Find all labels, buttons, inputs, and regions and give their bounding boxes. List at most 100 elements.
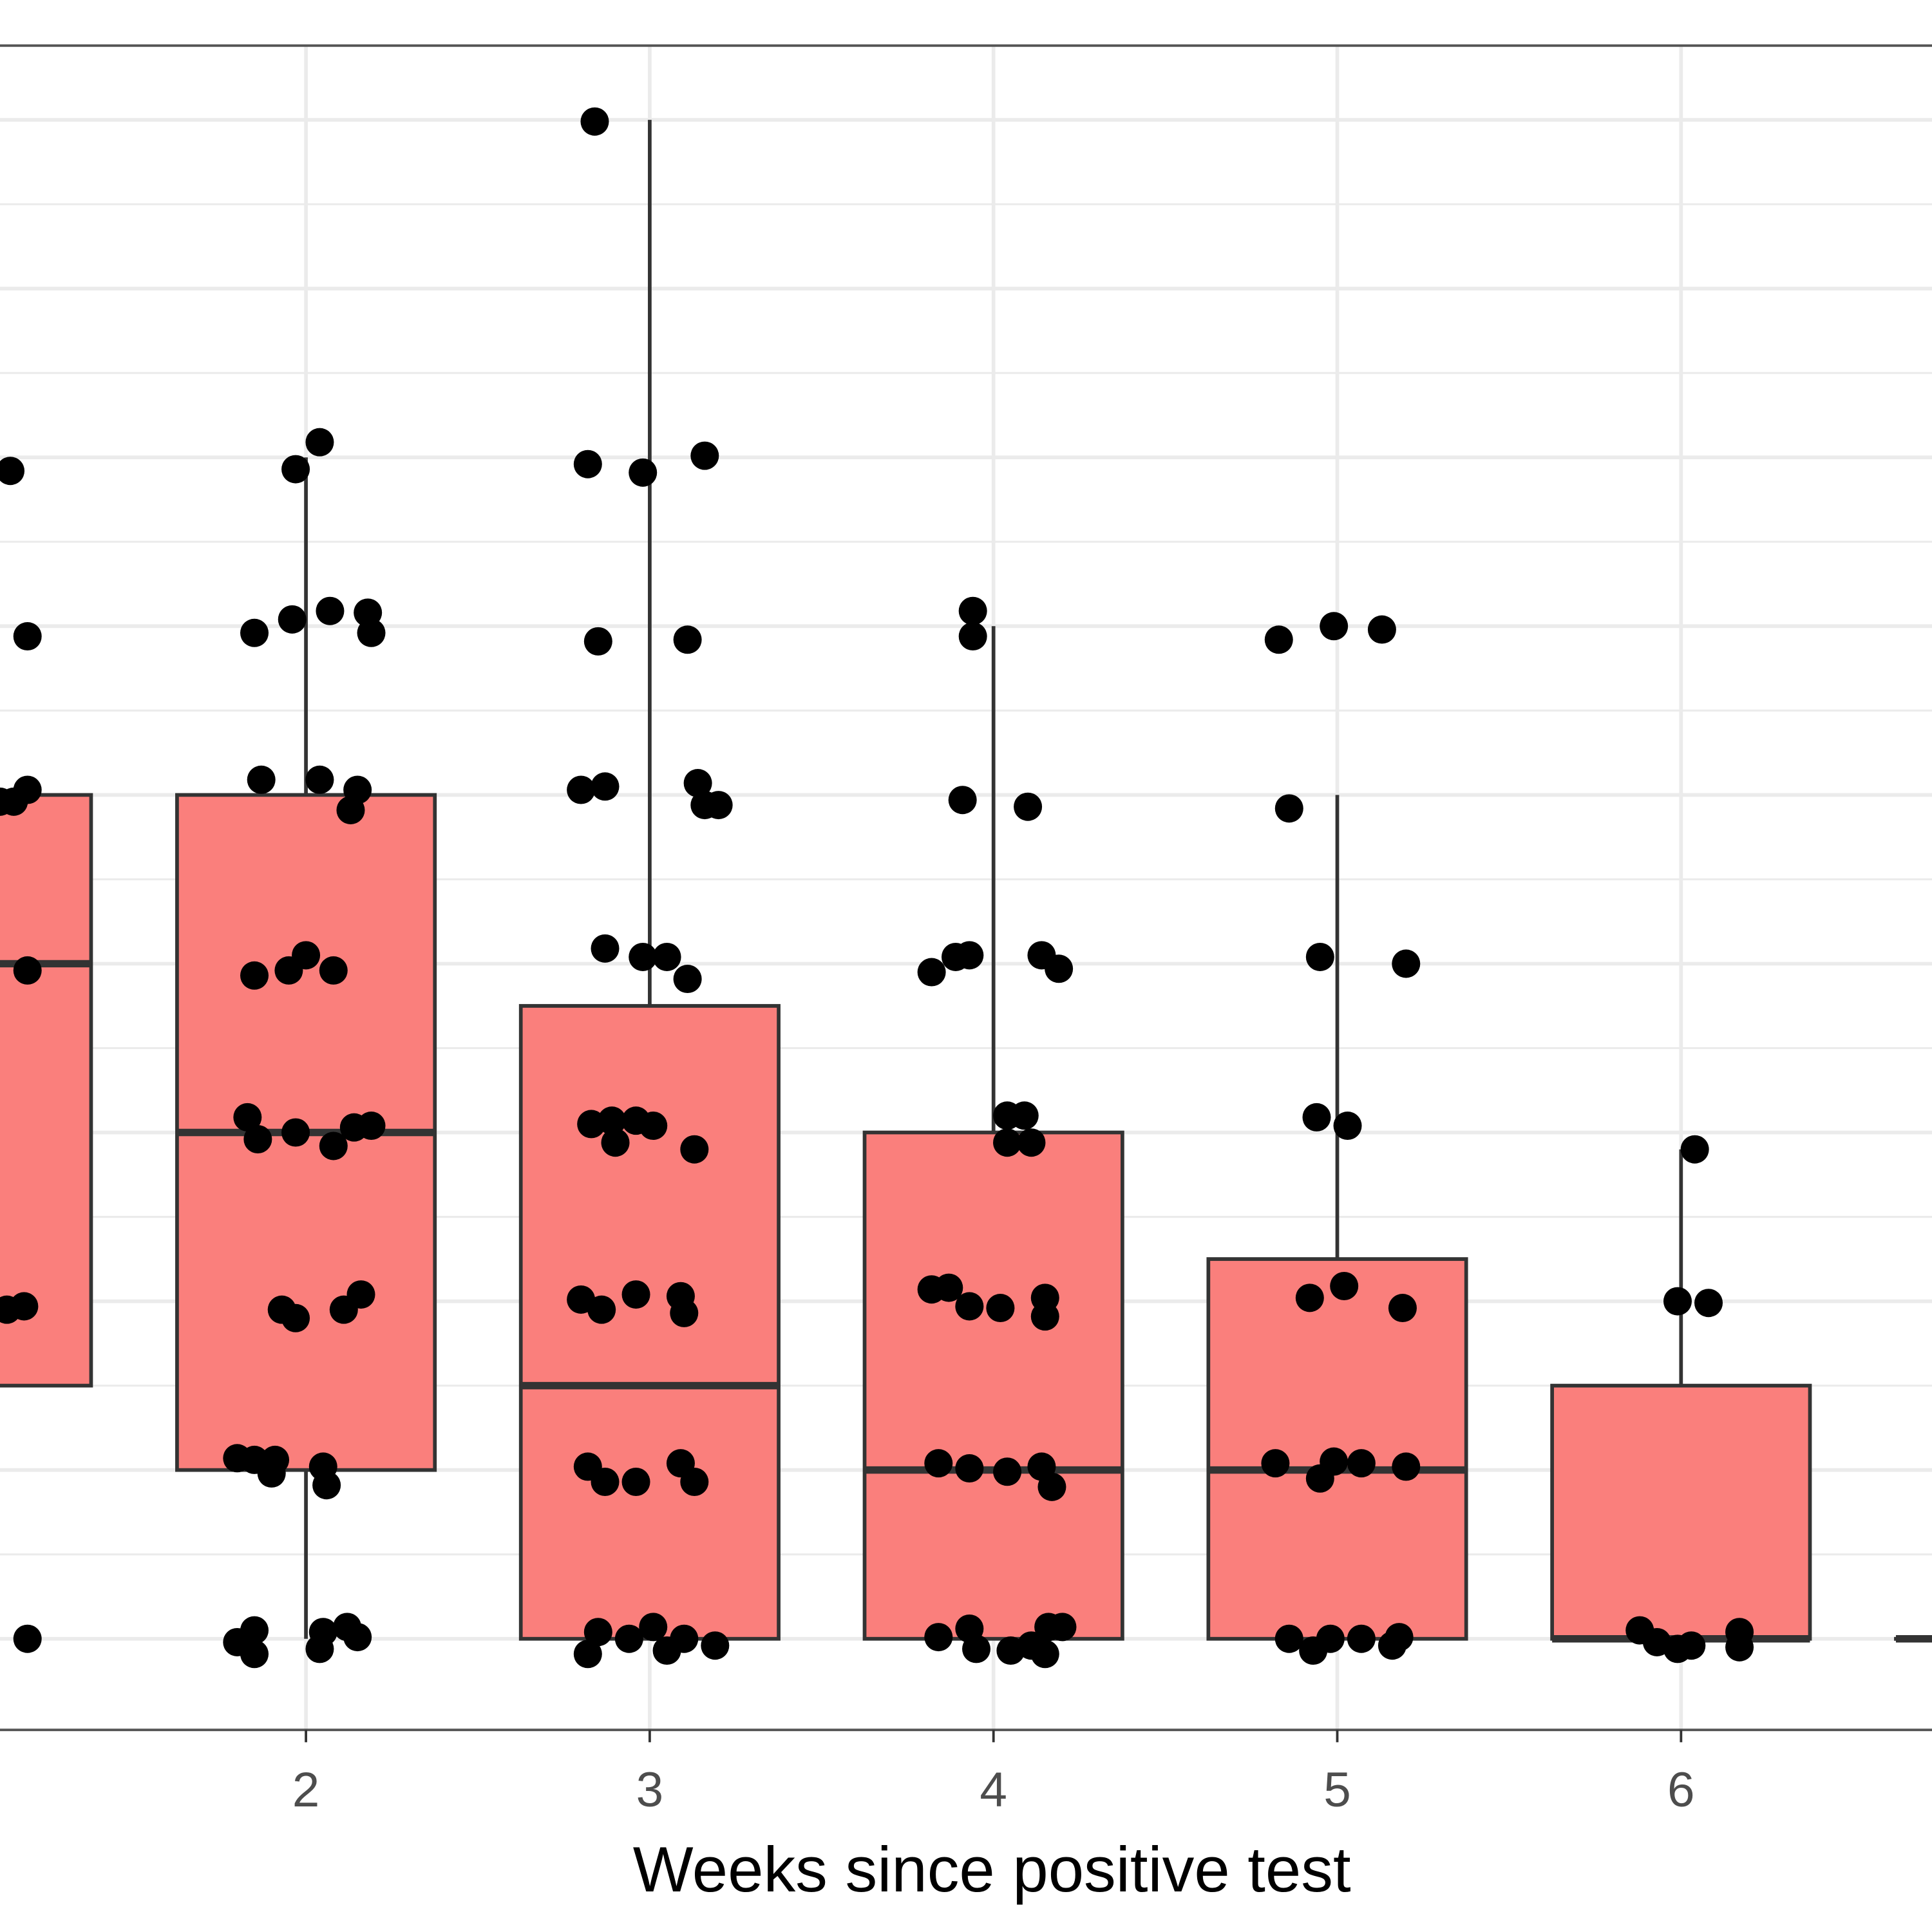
data-point [1330, 1271, 1359, 1300]
data-point [690, 441, 719, 470]
data-point [1295, 1283, 1324, 1312]
data-point [13, 1624, 42, 1653]
data-point [601, 1128, 630, 1157]
x-axis-ticks: 2 3 4 5 6 [292, 1730, 1695, 1817]
data-point [1305, 942, 1334, 971]
data-point [305, 428, 334, 457]
data-point [316, 596, 345, 625]
data-point [680, 1467, 709, 1496]
data-point [0, 457, 25, 486]
data-point [993, 1128, 1022, 1157]
boxes [0, 120, 1932, 1643]
data-point [1274, 1624, 1303, 1653]
data-point [240, 1640, 269, 1669]
data-point [1320, 612, 1349, 641]
box-week-1 [0, 793, 93, 1388]
data-point [958, 596, 987, 625]
data-point [673, 625, 702, 654]
x-tick-label: 5 [1323, 1763, 1351, 1817]
data-point [1017, 1128, 1046, 1157]
data-point [621, 1280, 650, 1309]
data-point [962, 1634, 991, 1663]
data-point [1663, 1287, 1692, 1316]
box-week-3 [518, 1004, 781, 1641]
data-point [319, 1132, 348, 1160]
data-point [308, 1618, 337, 1647]
data-point [680, 1135, 709, 1164]
data-point [281, 455, 310, 484]
data-point [319, 956, 348, 985]
data-point [240, 1616, 269, 1645]
data-point [1264, 625, 1293, 654]
x-tick-label: 3 [636, 1763, 664, 1817]
data-point [240, 618, 269, 647]
data-point [278, 605, 307, 634]
data-point [573, 1640, 602, 1669]
data-point [1320, 1447, 1349, 1476]
data-point [1261, 1449, 1290, 1478]
data-point [1725, 1633, 1754, 1662]
data-point [704, 791, 733, 820]
data-point [1030, 1640, 1059, 1669]
data-point [587, 1295, 616, 1324]
data-point [281, 1303, 310, 1332]
data-point [243, 1124, 272, 1153]
data-point [1333, 1112, 1362, 1141]
data-point [292, 941, 321, 970]
data-point [305, 765, 334, 794]
data-point [1347, 1624, 1376, 1653]
data-point [652, 942, 681, 971]
data-point [1274, 794, 1303, 823]
data-point [591, 934, 620, 963]
data-point [1030, 1302, 1059, 1331]
data-point [1367, 615, 1396, 644]
data-point [567, 775, 596, 804]
data-point [357, 1112, 386, 1141]
data-point [1347, 1449, 1376, 1478]
data-point [1010, 1101, 1039, 1130]
data-point [629, 942, 658, 971]
data-point [934, 1273, 963, 1302]
data-point [583, 627, 612, 656]
data-point [13, 622, 42, 651]
data-point [673, 965, 702, 994]
data-point [598, 1106, 627, 1135]
data-point [1392, 949, 1421, 978]
data-point [955, 1292, 984, 1321]
data-point [240, 961, 269, 990]
data-point [343, 1623, 372, 1652]
data-point [1048, 1613, 1077, 1642]
data-point [993, 1457, 1022, 1486]
data-point [917, 958, 946, 987]
data-point [1388, 1294, 1417, 1323]
data-point [629, 458, 658, 487]
data-point [1694, 1289, 1723, 1318]
data-point [312, 1471, 341, 1500]
x-tick-label: 4 [980, 1763, 1007, 1817]
data-point [233, 1103, 262, 1132]
box-week-6 [1550, 1383, 1812, 1641]
data-point [580, 107, 609, 136]
data-point [247, 765, 276, 794]
jitter-points [0, 107, 1754, 1669]
data-point [583, 1618, 612, 1647]
data-point [10, 1292, 39, 1321]
data-point [670, 1624, 699, 1653]
data-point [573, 450, 602, 478]
data-point [591, 772, 620, 801]
data-point [591, 1467, 620, 1496]
data-point [701, 1631, 730, 1660]
data-point [924, 1449, 953, 1478]
x-tick-label: 2 [292, 1763, 320, 1817]
data-point [1014, 792, 1043, 821]
x-tick-label: 6 [1667, 1763, 1695, 1817]
data-point [257, 1459, 286, 1488]
data-point [1316, 1624, 1345, 1653]
data-point [958, 622, 987, 651]
box-week-4 [862, 1130, 1124, 1641]
data-point [614, 1624, 643, 1653]
x-axis-title: Weeks since positive test [633, 1834, 1351, 1906]
data-point [336, 795, 365, 824]
data-point [670, 1298, 699, 1327]
